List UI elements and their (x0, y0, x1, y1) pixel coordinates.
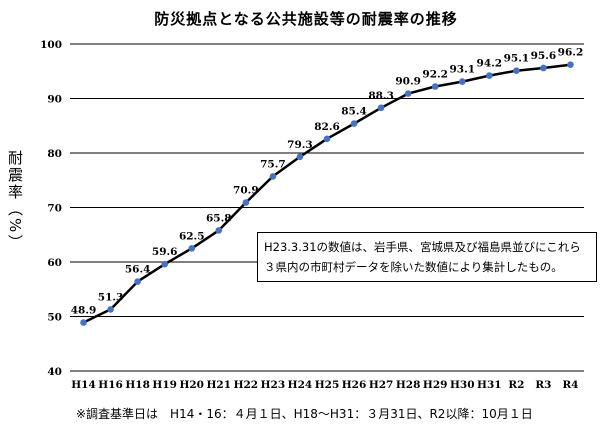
data-labels: 48.951.3 56.459.662.565.8 70.9 75.779.382.6… (71, 47, 584, 317)
data-point (80, 319, 87, 326)
x-tick-label: H27 (369, 379, 394, 391)
annotation-note: H23.3.31の数値は、岩手県、宮城県及び福島県並びにこれら３県内の市町村デー… (257, 232, 597, 282)
data-label: 88.3 (368, 90, 394, 102)
x-tick-label: H28 (396, 379, 421, 391)
x-tick-label: H25 (315, 379, 340, 391)
gridlines (70, 43, 584, 372)
data-label: 85.4 (341, 106, 367, 118)
x-tick-label: R4 (562, 379, 578, 391)
data-label: 56.4 (125, 264, 151, 276)
x-tick-label: H24 (288, 379, 313, 391)
x-tick-label: H16 (98, 379, 123, 391)
data-point (350, 120, 358, 127)
data-point (269, 173, 277, 180)
data-label: 92.2 (422, 69, 448, 81)
x-axis-ticks: H14 H16 H18 H19 H20 H21 H22 H23 H24 H25 H26 H27 H28 H… (71, 379, 578, 391)
y-tick-label: 100 (40, 39, 62, 51)
series-line (82, 63, 571, 324)
y-tick-label: 60 (47, 257, 62, 269)
data-label: 48.9 (71, 304, 97, 316)
data-point (161, 260, 168, 268)
data-point (513, 67, 520, 75)
x-tick-label: H20 (179, 379, 204, 391)
y-tick-label: 50 (47, 312, 62, 324)
x-tick-label: H19 (152, 379, 177, 391)
data-point (377, 104, 385, 112)
y-tick-label: 70 (47, 203, 62, 215)
x-tick-label: R3 (535, 379, 551, 391)
x-tick-label: H22 (234, 379, 259, 391)
x-tick-label: H21 (207, 379, 232, 391)
data-label: 70.9 (233, 185, 259, 197)
data-point (296, 153, 304, 161)
data-label: 79.3 (287, 139, 313, 151)
x-tick-label: H26 (342, 379, 367, 391)
data-label: 75.7 (260, 158, 286, 170)
data-point (215, 227, 223, 234)
data-label: 96.2 (558, 47, 584, 59)
data-point (458, 78, 466, 85)
data-label: 95.6 (531, 50, 557, 62)
data-point (431, 83, 439, 90)
data-label: 95.1 (504, 53, 530, 65)
data-label: 62.5 (179, 230, 205, 242)
y-tick-label: 90 (47, 94, 62, 106)
data-point (404, 90, 412, 97)
data-point (188, 245, 196, 252)
data-label: 94.2 (477, 58, 503, 70)
data-label: 65.8 (206, 212, 232, 224)
chart-title: 防災拠点となる公共施設等の耐震率の推移 (154, 10, 458, 28)
data-point (540, 64, 547, 72)
series-line-path (82, 63, 571, 324)
data-point (486, 72, 493, 79)
data-label: 90.9 (395, 76, 421, 88)
x-tick-label: H23 (261, 379, 286, 391)
data-label: 59.6 (152, 246, 178, 258)
y-tick-label: 80 (47, 148, 62, 160)
y-axis-ticks: 40 50 60 70 80 90 100 (40, 39, 62, 378)
x-tick-label: H18 (125, 379, 150, 391)
data-point (134, 278, 141, 285)
footnote: ※調査基準日は H14・16：４月１日、H18〜H31：３月31日、R2以降：1… (76, 407, 533, 421)
data-label: 82.6 (314, 121, 340, 133)
data-point (107, 306, 114, 313)
x-tick-label: H14 (71, 379, 96, 391)
data-point (242, 199, 250, 206)
data-point (567, 61, 574, 69)
x-tick-label: H30 (450, 379, 475, 391)
data-points (80, 61, 574, 326)
x-tick-label: H31 (477, 379, 502, 391)
data-label: 93.1 (449, 64, 475, 76)
x-tick-label: R2 (508, 379, 524, 391)
y-tick-label: 40 (47, 366, 62, 378)
x-tick-label: H29 (423, 379, 448, 391)
data-point (323, 135, 331, 143)
y-axis-label: 耐震率（%） (6, 150, 24, 252)
data-label: 51.3 (98, 291, 124, 303)
